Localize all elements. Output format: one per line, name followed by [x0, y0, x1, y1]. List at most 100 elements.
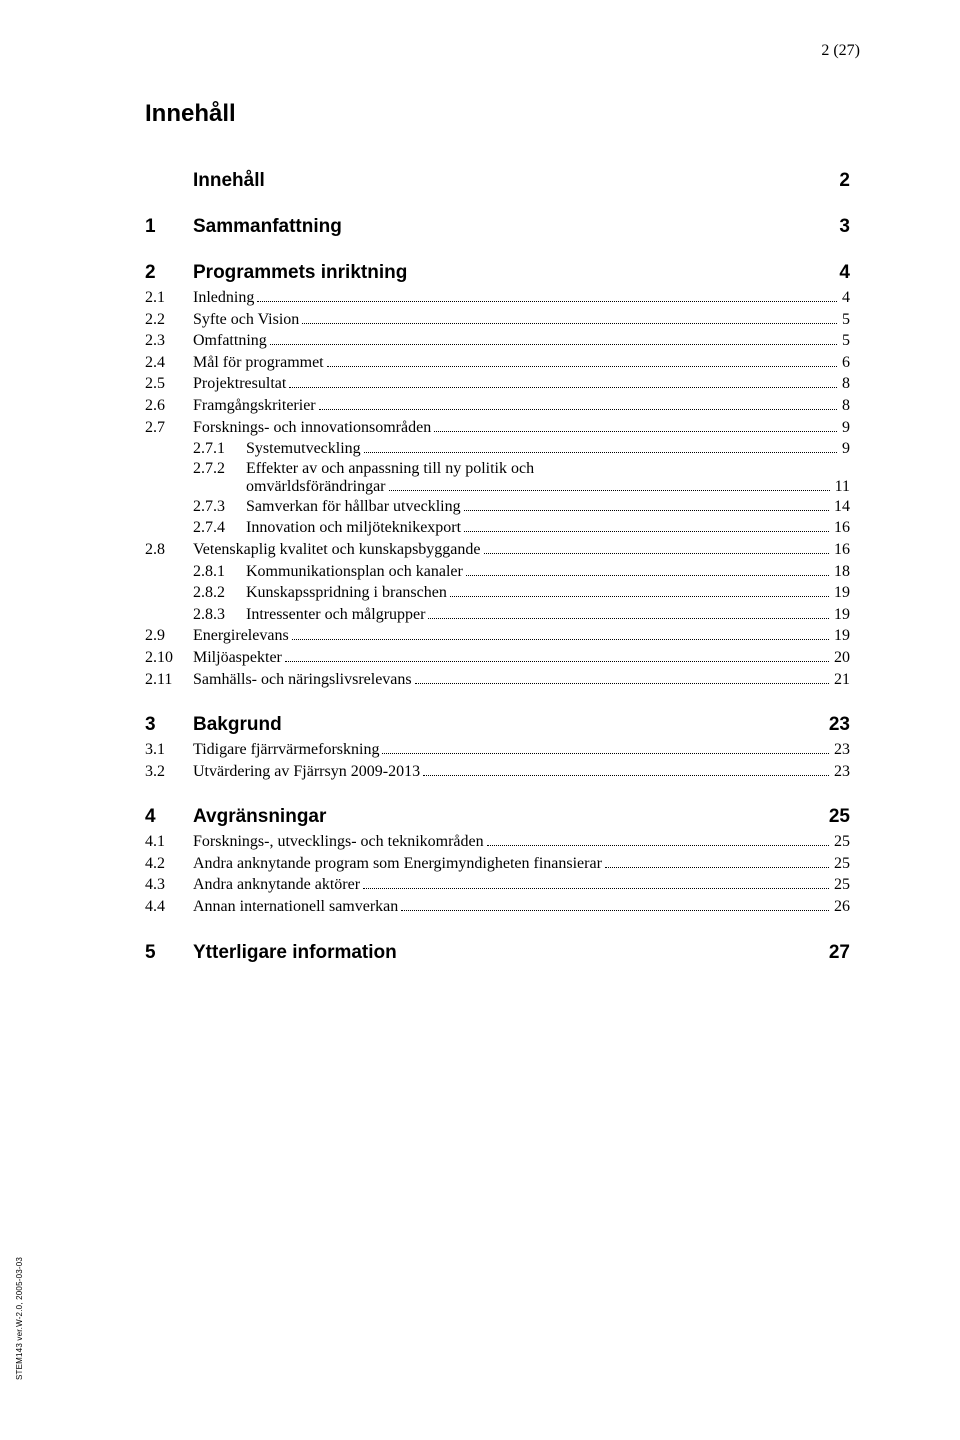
toc-entry-label: Ytterligare information: [193, 942, 397, 964]
toc-entry-number: 3.1: [145, 739, 193, 761]
toc-leader: [428, 618, 829, 619]
toc-subsection: 2.4Mål för programmet6: [145, 352, 850, 374]
toc-subsection: 2.7Forsknings- och innovationsområden9: [145, 417, 850, 439]
toc-leader: [270, 344, 837, 345]
toc-section-heading: 1Sammanfattning3: [145, 216, 850, 238]
toc-entry-number: 3.2: [145, 761, 193, 783]
toc-subsection: 4.3Andra anknytande aktörer25: [145, 874, 850, 896]
toc-entry-page: 5: [840, 330, 850, 352]
toc-entry-label: Andra anknytande program som Energimyndi…: [193, 853, 602, 875]
toc-entry-page: 8: [840, 373, 850, 395]
toc-entry-page: 25: [832, 853, 850, 875]
toc-entry-label: Intressenter och målgrupper: [246, 604, 425, 626]
toc-entry-page: 19: [832, 604, 850, 626]
toc-subsubsection: 2.8.3Intressenter och målgrupper 19: [145, 604, 850, 626]
toc-leader: [265, 170, 836, 192]
toc-entry-page: 25: [832, 831, 850, 853]
toc-section-heading: Innehåll2: [145, 170, 850, 192]
toc-entry-number: 2.8: [145, 539, 193, 561]
toc-entry-label: Energirelevans: [193, 625, 289, 647]
toc-entry-label: Miljöaspekter: [193, 647, 282, 669]
toc-entry-page: 25: [832, 874, 850, 896]
toc-entry-number: 2.8.3: [193, 604, 246, 626]
toc-leader: [605, 867, 829, 868]
toc-entry-label: Programmets inriktning: [193, 262, 407, 284]
toc-entry-page: 20: [832, 647, 850, 669]
toc-subsection: 2.11Samhälls- och näringslivsrelevans21: [145, 669, 850, 691]
toc-section-heading: 3Bakgrund23: [145, 714, 850, 736]
toc-subsubsection: 2.7.2Effekter av och anpassning till ny …: [145, 460, 850, 496]
toc-subsection: 2.8Vetenskaplig kvalitet och kunskapsbyg…: [145, 539, 850, 561]
toc-entry-page: 23: [832, 739, 850, 761]
toc-entry-number: 4.3: [145, 874, 193, 896]
toc-entry-page: 27: [825, 942, 850, 964]
toc-entry-number: [145, 170, 193, 192]
toc-entry-number: 2.1: [145, 287, 193, 309]
toc-section-heading: 5Ytterligare information 27: [145, 942, 850, 964]
toc-leader: [342, 216, 836, 238]
toc-entry-number: 5: [145, 942, 193, 964]
table-of-contents: Innehåll2 1Sammanfattning3 2Programmets in…: [145, 170, 850, 964]
toc-entry-number: 2.8.2: [193, 582, 246, 604]
toc-entry-number: 2.11: [145, 669, 193, 691]
page-title: Innehåll: [145, 100, 850, 128]
toc-entry-page: 3: [835, 216, 850, 238]
toc-leader: [302, 323, 837, 324]
toc-entry-page: 4: [840, 287, 850, 309]
toc-entry-page: 23: [832, 761, 850, 783]
toc-entry-label: Vetenskaplig kvalitet och kunskapsbyggan…: [193, 539, 481, 561]
toc-leader: [257, 301, 837, 302]
toc-entry-number: 4: [145, 806, 193, 828]
toc-entry-page: 4: [835, 262, 850, 284]
toc-entry-page: 5: [840, 309, 850, 331]
toc-entry-number: 4.4: [145, 896, 193, 918]
toc-entry-number: 2: [145, 262, 193, 284]
toc-leader: [487, 845, 829, 846]
toc-entry-label: Annan internationell samverkan: [193, 896, 398, 918]
toc-leader: [434, 431, 837, 432]
toc-entry-label: Forsknings-, utvecklings- och teknikområ…: [193, 831, 484, 853]
toc-leader: [364, 452, 837, 453]
toc-subsection: 4.2Andra anknytande program som Energimy…: [145, 853, 850, 875]
toc-entry-page: 8: [840, 395, 850, 417]
toc-leader: [292, 639, 829, 640]
toc-entry-label: Forsknings- och innovationsområden: [193, 417, 431, 439]
toc-entry-label: Tidigare fjärrvärmeforskning: [193, 739, 379, 761]
toc-entry-number: 2.10: [145, 647, 193, 669]
toc-entry-label: Framgångskriterier: [193, 395, 316, 417]
toc-leader: [464, 510, 829, 511]
toc-entry-number: 2.3: [145, 330, 193, 352]
toc-leader: [464, 531, 829, 532]
toc-entry-number: 2.7.1: [193, 438, 246, 460]
toc-subsubsection: 2.7.1Systemutveckling9: [145, 438, 850, 460]
toc-subsection: 2.3Omfattning5: [145, 330, 850, 352]
toc-entry-label: Effekter av och anpassning till ny polit…: [246, 460, 534, 478]
toc-subsection: 2.1Inledning4: [145, 287, 850, 309]
toc-entry-page: 16: [832, 517, 850, 539]
toc-subsection: 4.4Annan internationell samverkan 26: [145, 896, 850, 918]
toc-entry-label: Innovation och miljöteknikexport: [246, 517, 461, 539]
toc-entry-number: 1: [145, 216, 193, 238]
toc-leader: [450, 596, 829, 597]
toc-subsubsection: 2.7.4Innovation och miljöteknikexport16: [145, 517, 850, 539]
toc-entry-number: 2.7.3: [193, 496, 246, 518]
toc-leader: [363, 888, 829, 889]
toc-subsubsection: 2.8.2Kunskapsspridning i branschen19: [145, 582, 850, 604]
toc-entry-page: 19: [832, 582, 850, 604]
toc-leader: [423, 775, 829, 776]
toc-entry-label: Mål för programmet: [193, 352, 324, 374]
toc-leader: [415, 683, 829, 684]
toc-entry-label: Samhälls- och näringslivsrelevans: [193, 669, 412, 691]
toc-subsection: 4.1Forsknings-, utvecklings- och tekniko…: [145, 831, 850, 853]
toc-entry-page: 25: [825, 806, 850, 828]
toc-entry-label: Systemutveckling: [246, 438, 361, 460]
toc-entry-label: Kommunikationsplan och kanaler: [246, 561, 463, 583]
toc-leader: [327, 366, 837, 367]
toc-entry-page: 16: [832, 539, 850, 561]
toc-entry-page: 26: [832, 896, 850, 918]
toc-section-heading: 2Programmets inriktning 4: [145, 262, 850, 284]
toc-section-heading: 4Avgränsningar25: [145, 806, 850, 828]
document-id-label: STEM143 ver.W-2.0, 2005-03-03: [15, 1257, 24, 1380]
toc-entry-number: 2.6: [145, 395, 193, 417]
toc-entry-number: 2.7: [145, 417, 193, 439]
